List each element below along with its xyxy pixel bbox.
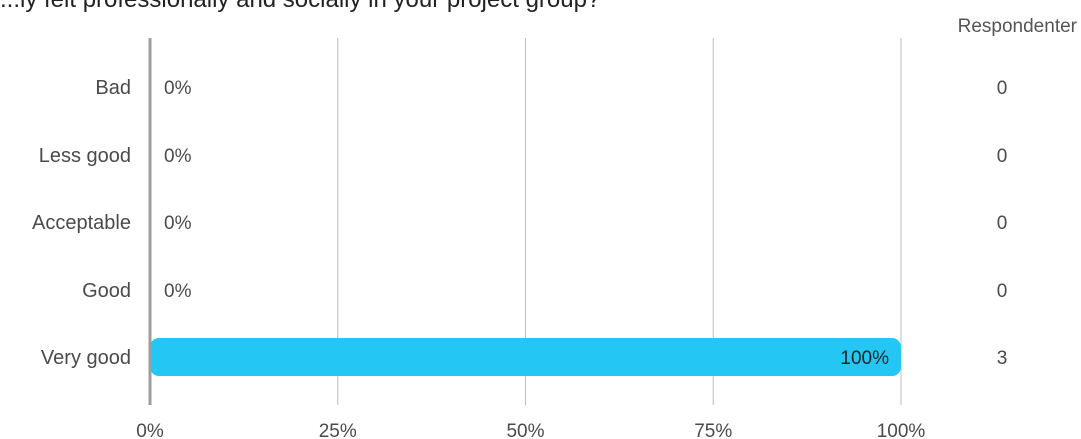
x-tick-label: 50%	[506, 421, 544, 439]
value-label: 0%	[164, 213, 192, 234]
category-label: Bad	[95, 77, 131, 99]
value-label: 100%	[840, 348, 889, 369]
category-label: Less good	[39, 145, 131, 167]
value-label: 0%	[164, 281, 192, 302]
x-tick-label: 25%	[319, 421, 357, 439]
value-label: 0%	[164, 146, 192, 167]
respondents-column-header: Respondenter	[957, 16, 1077, 37]
category-label: Acceptable	[32, 212, 131, 234]
question-title: ...ly felt professionally and socially i…	[0, 0, 600, 14]
x-tick-label: 0%	[136, 421, 164, 439]
category-label: Very good	[41, 347, 131, 369]
bar-very-good	[150, 338, 901, 376]
x-tick-label: 100%	[877, 421, 926, 439]
x-tick-label: 75%	[694, 421, 732, 439]
category-label: Good	[82, 280, 131, 302]
respondent-count: 0	[997, 281, 1008, 302]
respondent-count: 0	[997, 146, 1008, 167]
respondent-count: 0	[997, 78, 1008, 99]
respondent-count: 3	[997, 348, 1008, 369]
value-label: 0%	[164, 78, 192, 99]
respondent-count: 0	[997, 213, 1008, 234]
